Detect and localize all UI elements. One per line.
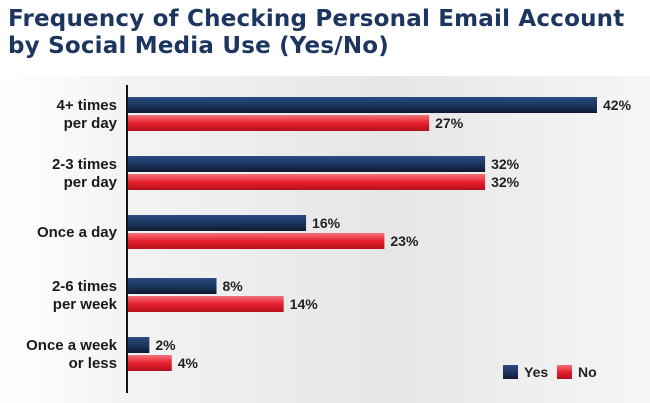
legend-swatch-no — [557, 365, 572, 379]
bar-no-4 — [127, 355, 172, 371]
legend-label-no: No — [578, 364, 597, 380]
chart-title: Frequency of Checking Personal Email Acc… — [8, 6, 625, 59]
value-label-no-4: 4% — [178, 355, 199, 371]
category-label-2: Once a day — [37, 224, 118, 241]
bar-yes-0 — [127, 97, 597, 113]
bar-yes-1 — [127, 156, 486, 172]
bar-no-1 — [127, 174, 486, 190]
value-label-no-3: 14% — [290, 296, 319, 312]
value-label-no-2: 23% — [390, 233, 419, 249]
category-label-0: 4+ times per day — [57, 97, 118, 132]
bar-no-0 — [127, 115, 430, 131]
bar-no-3 — [127, 296, 284, 312]
bar-yes-3 — [127, 278, 217, 294]
value-label-yes-0: 42% — [603, 97, 632, 113]
legend-swatch-yes — [503, 365, 518, 379]
value-label-no-1: 32% — [491, 174, 520, 190]
value-label-yes-2: 16% — [312, 215, 341, 231]
value-label-yes-3: 8% — [223, 278, 244, 294]
value-label-yes-1: 32% — [491, 156, 520, 172]
bar-yes-4 — [127, 337, 150, 353]
category-label-4: Once a week or less — [26, 337, 118, 372]
value-label-yes-4: 2% — [155, 337, 176, 353]
bar-yes-2 — [127, 215, 307, 231]
legend-label-yes: Yes — [524, 364, 548, 380]
value-label-no-0: 27% — [435, 115, 464, 131]
category-label-3: 2-6 times per week — [52, 278, 118, 313]
bar-no-2 — [127, 233, 385, 249]
category-label-1: 2-3 times per day — [52, 156, 118, 191]
